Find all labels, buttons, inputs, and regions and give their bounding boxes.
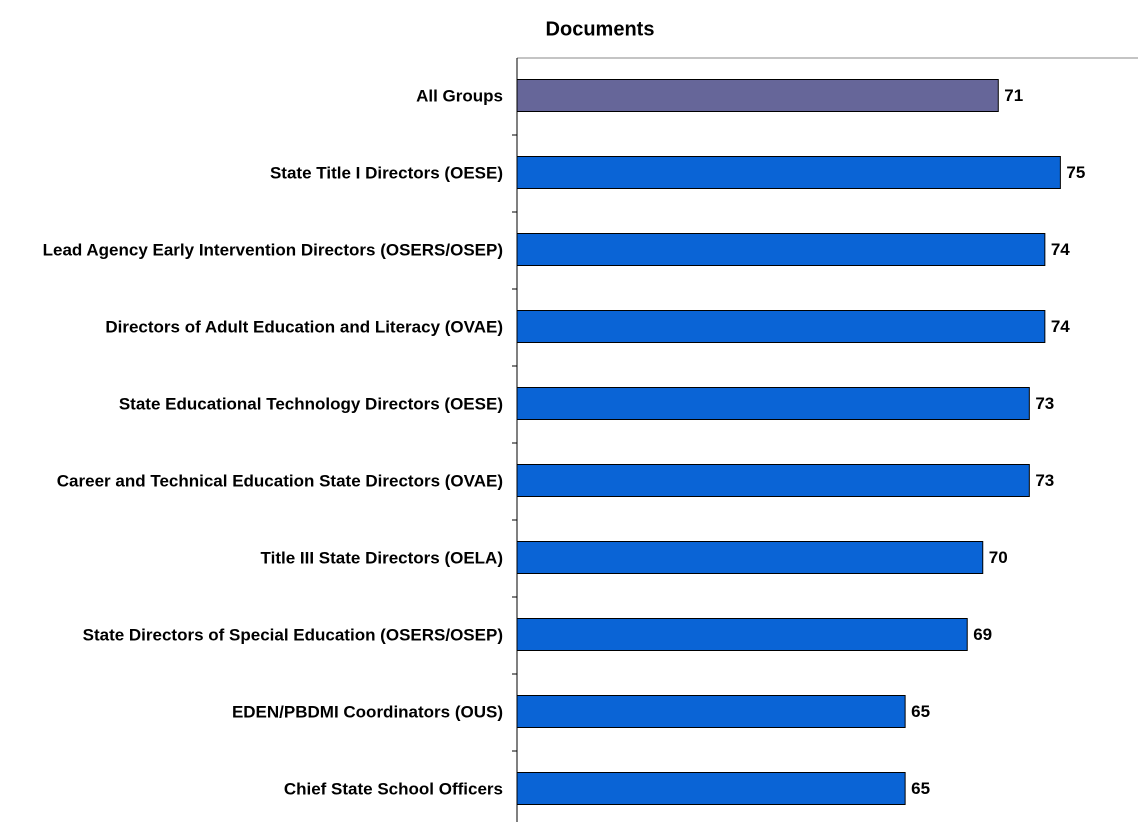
category-label: State Title I Directors (OESE) [269,163,503,182]
value-label: 69 [973,625,992,644]
bar [516,464,1030,497]
value-label: 73 [1035,394,1054,413]
bar [516,618,968,651]
bar [516,310,1046,343]
category-label: EDEN/PBDMI Coordinators (OUS) [231,702,503,721]
value-label: 73 [1035,471,1054,490]
category-label: Career and Technical Education State Dir… [56,471,503,490]
bar [516,156,1061,189]
category-label: State Educational Technology Directors (… [118,394,503,413]
bar [516,79,999,112]
category-label: Lead Agency Early Intervention Directors… [42,240,503,259]
category-label: State Directors of Special Education (OS… [82,625,503,644]
value-label: 75 [1066,163,1085,182]
bar [516,695,906,728]
bar [516,541,984,574]
category-label: All Groups [416,86,503,105]
value-label: 71 [1004,86,1023,105]
category-label: Title III State Directors (OELA) [260,548,503,567]
category-label: Directors of Adult Education and Literac… [105,317,503,336]
value-label: 65 [911,702,930,721]
bar [516,233,1046,266]
value-label: 74 [1051,240,1070,259]
bar [516,387,1030,420]
category-label: Chief State School Officers [283,779,503,798]
value-label: 70 [989,548,1008,567]
value-label: 65 [911,779,930,798]
value-label: 74 [1051,317,1070,336]
chart-title: Documents [546,18,655,40]
bar [516,772,906,805]
